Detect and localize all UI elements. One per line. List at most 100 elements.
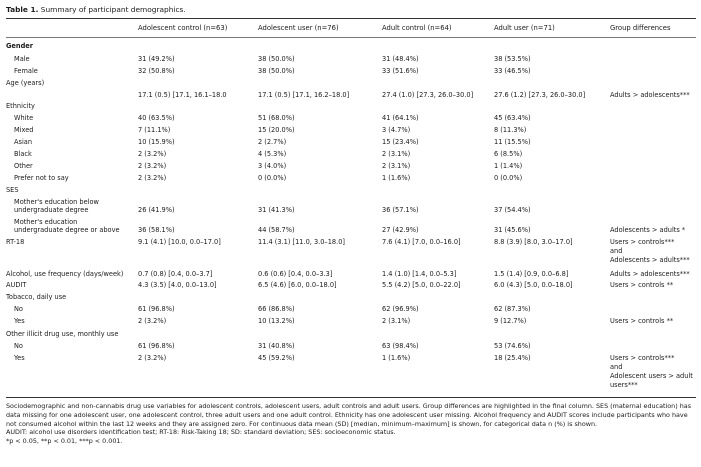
cell-adolescent-control: 2 (3.2%) (138, 317, 167, 325)
cell-adult-user: 37 (54.4%) (494, 206, 531, 214)
caption-label: Table 1. (6, 5, 39, 14)
cell-adult-control: 1.4 (1.0) [1.4, 0.0–5.3] (382, 270, 457, 278)
row-label: Other (14, 162, 33, 170)
cell-adult-control: 7.6 (4.1) [7.0, 0.0–16.0] (382, 238, 461, 246)
cell-group-differences-continued: Adolescents > adults*** (610, 256, 690, 264)
cell-adult-user: 8.8 (3.9) [8.0, 3.0–17.0] (494, 238, 573, 246)
top-rule (6, 18, 696, 19)
row-label: Asian (14, 138, 32, 146)
row-label: Mixed (14, 126, 34, 134)
cell-adolescent-user: 31 (40.8%) (258, 342, 295, 350)
row-label: Male (14, 55, 30, 63)
cell-adolescent-control: 7 (11.1%) (138, 126, 171, 134)
cell-adult-user: 1.5 (1.4) [0.9, 0.0–6.8] (494, 270, 569, 278)
row-label: Ethnicity (6, 102, 35, 110)
cell-adolescent-user: 0 (0.0%) (258, 174, 287, 182)
row-label-line2: undergraduate degree (14, 206, 89, 214)
cell-group-differences-continued: and (610, 247, 623, 255)
cell-adolescent-user: 10 (13.2%) (258, 317, 295, 325)
cell-adolescent-control: 0.7 (0.8) [0.4, 0.0–3.7] (138, 270, 213, 278)
row-label: Mother's education (14, 218, 78, 226)
cell-adult-control: 27 (42.9%) (382, 226, 419, 234)
row-label: Alcohol, use frequency (days/week) (6, 270, 124, 278)
cell-group-differences-continued: users*** (610, 381, 638, 389)
bottom-rule (6, 397, 696, 398)
cell-adult-control: 62 (96.9%) (382, 305, 419, 313)
caption-text: Summary of participant demographics. (40, 5, 186, 14)
cell-adult-user: 9 (12.7%) (494, 317, 527, 325)
cell-adolescent-control: 2 (3.2%) (138, 354, 167, 362)
row-label: White (14, 114, 34, 122)
table-caption: Table 1. Summary of participant demograp… (6, 5, 186, 14)
note-abbreviations: AUDIT: alcohol use disorders identificat… (6, 428, 396, 437)
cell-adolescent-control: 4.3 (3.5) [4.0, 0.0–13.0] (138, 281, 217, 289)
header-rule (6, 37, 696, 38)
note-description: Sociodemographic and non-cannabis drug u… (6, 402, 692, 428)
cell-adolescent-control: 61 (96.8%) (138, 305, 175, 313)
header-adult-control: Adult control (n=64) (382, 24, 452, 32)
cell-adolescent-user: 66 (86.8%) (258, 305, 295, 313)
row-label: SES (6, 186, 19, 194)
cell-adult-user: 53 (74.6%) (494, 342, 531, 350)
cell-adult-user: 18 (25.4%) (494, 354, 531, 362)
cell-group-differences: Users > controls ** (610, 281, 674, 289)
cell-adolescent-control: 2 (3.2%) (138, 162, 167, 170)
cell-adolescent-user: 51 (68.0%) (258, 114, 295, 122)
row-label-line2: undergraduate degree or above (14, 226, 120, 234)
cell-adult-user: 27.6 (1.2) [27.3, 26.0–30.0] (494, 91, 586, 99)
cell-adolescent-control: 17.1 (0.5) [17.1, 16.1–18.0 (138, 91, 227, 99)
row-label: Age (years) (6, 79, 45, 87)
cell-adult-control: 2 (3.1%) (382, 150, 411, 158)
cell-adolescent-control: 36 (58.1%) (138, 226, 175, 234)
cell-adult-control: 2 (3.1%) (382, 162, 411, 170)
cell-adolescent-control: 9.1 (4.1) [10.0, 0.0–17.0] (138, 238, 221, 246)
cell-adult-user: 33 (46.5%) (494, 67, 531, 75)
cell-adolescent-user: 31 (41.3%) (258, 206, 295, 214)
cell-adult-control: 2 (3.1%) (382, 317, 411, 325)
row-label: Yes (14, 317, 25, 325)
cell-group-differences: Users > controls*** (610, 354, 675, 362)
cell-adolescent-control: 61 (96.8%) (138, 342, 175, 350)
cell-adolescent-user: 0.6 (0.6) [0.4, 0.0–3.3] (258, 270, 333, 278)
header-group-differences: Group differences (610, 24, 671, 32)
cell-group-differences: Adults > adolescents*** (610, 270, 690, 278)
row-label: AUDIT (6, 281, 27, 289)
row-label: Yes (14, 354, 25, 362)
cell-adult-control: 31 (48.4%) (382, 55, 419, 63)
cell-adolescent-user: 2 (2.7%) (258, 138, 287, 146)
cell-group-differences: Users > controls ** (610, 317, 674, 325)
cell-adult-user: 1 (1.4%) (494, 162, 523, 170)
cell-adolescent-user: 38 (50.0%) (258, 67, 295, 75)
cell-group-differences-continued: and (610, 363, 623, 371)
cell-adult-control: 1 (1.6%) (382, 354, 411, 362)
cell-adolescent-user: 15 (20.0%) (258, 126, 295, 134)
cell-adult-control: 1 (1.6%) (382, 174, 411, 182)
cell-adolescent-control: 10 (15.9%) (138, 138, 175, 146)
cell-adult-user: 38 (53.5%) (494, 55, 531, 63)
cell-adult-control: 27.4 (1.0) [27.3, 26.0–30.0] (382, 91, 474, 99)
row-label: Black (14, 150, 32, 158)
row-label: Other illicit drug use, monthly use (6, 330, 119, 338)
cell-adult-user: 6.0 (4.3) [5.0, 0.0–18.0] (494, 281, 573, 289)
cell-adult-control: 33 (51.6%) (382, 67, 419, 75)
row-label: Gender (6, 42, 34, 50)
cell-adolescent-control: 31 (49.2%) (138, 55, 175, 63)
cell-group-differences: Adults > adolescents*** (610, 91, 690, 99)
cell-group-differences: Users > controls*** (610, 238, 675, 246)
header-adult-user: Adult user (n=71) (494, 24, 555, 32)
note-significance: *p < 0.05, **p < 0.01, ***p < 0.001. (6, 437, 123, 446)
cell-adult-user: 31 (45.6%) (494, 226, 531, 234)
header-adolescent-user: Adolescent user (n=76) (258, 24, 339, 32)
cell-adolescent-user: 11.4 (3.1) [11.0, 3.0–18.0] (258, 238, 345, 246)
cell-adult-control: 3 (4.7%) (382, 126, 411, 134)
row-label: RT-18 (6, 238, 25, 246)
cell-adolescent-control: 26 (41.9%) (138, 206, 175, 214)
cell-adult-control: 5.5 (4.2) [5.0, 0.0–22.0] (382, 281, 461, 289)
cell-adolescent-control: 2 (3.2%) (138, 174, 167, 182)
row-label: Mother's education below (14, 198, 99, 206)
cell-adult-user: 0 (0.0%) (494, 174, 523, 182)
cell-adolescent-user: 44 (58.7%) (258, 226, 295, 234)
cell-adult-user: 11 (15.5%) (494, 138, 531, 146)
header-adolescent-control: Adolescent control (n=63) (138, 24, 228, 32)
